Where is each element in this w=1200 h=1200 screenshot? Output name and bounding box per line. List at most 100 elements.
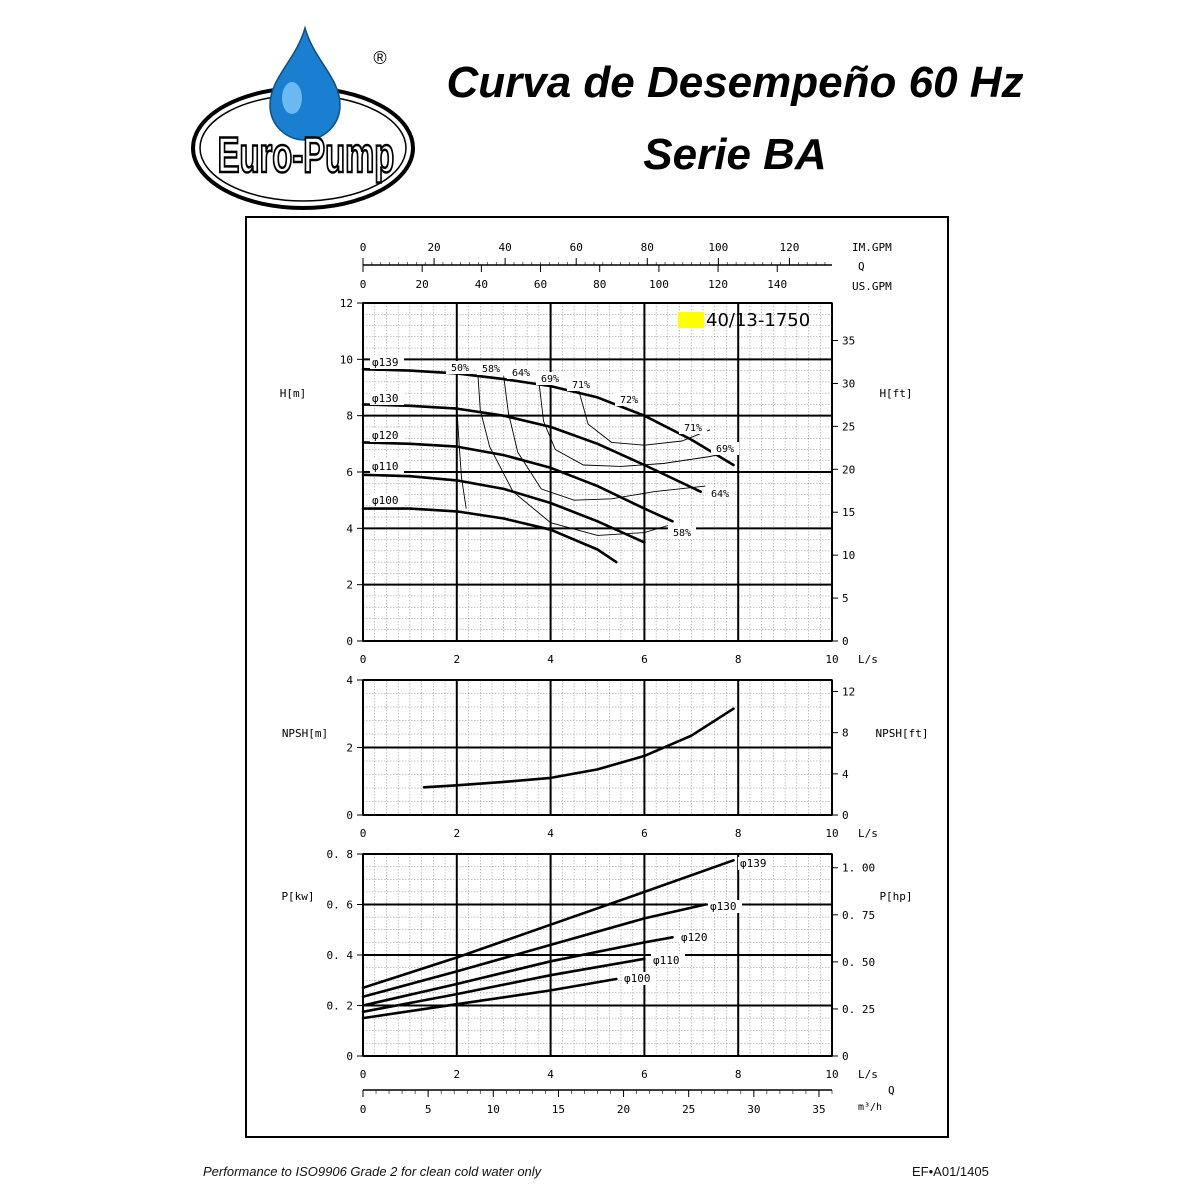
- label-bg: [679, 931, 713, 944]
- y-axis-label: H[m]: [280, 387, 307, 400]
- label-bg: [370, 391, 404, 405]
- x-tick-label: 0: [360, 827, 367, 840]
- m3h-tick-label: 30: [747, 1103, 760, 1116]
- y-tick-label: 0: [346, 635, 353, 648]
- label-bg: [477, 362, 505, 375]
- q-label-bottom: Q: [888, 1084, 895, 1097]
- series-line: [361, 935, 674, 1007]
- efficiency-label: 58%: [482, 364, 500, 375]
- y-tick-label: 6: [346, 466, 353, 479]
- series-line: [361, 403, 703, 494]
- y-axis-label: P[kw]: [281, 890, 314, 903]
- y2-tick-label: 0. 50: [842, 956, 875, 969]
- label-bg: [536, 372, 564, 385]
- y-tick-label: 4: [346, 674, 353, 687]
- m3h-tick-label: 35: [812, 1103, 825, 1116]
- x-tick-label: 8: [735, 653, 742, 666]
- efficiency-label: 69%: [541, 374, 559, 385]
- water-drop-icon: [269, 25, 341, 141]
- series-line: [361, 441, 674, 523]
- x-tick-label: 10: [825, 1068, 838, 1081]
- y2-tick-label: 5: [842, 592, 849, 605]
- diameter-label: φ139: [372, 356, 399, 369]
- y-tick-label: 8: [346, 410, 353, 423]
- x-tick-label: 8: [735, 827, 742, 840]
- series-line: [361, 473, 646, 544]
- label-bg: [738, 857, 772, 870]
- label-bg: [668, 526, 696, 539]
- x-tick-label: 10: [825, 827, 838, 840]
- efficiency-label: 72%: [620, 395, 638, 406]
- efficiency-curve: [578, 390, 711, 446]
- label-bg: [708, 900, 742, 913]
- x-axis-label: L/s: [858, 827, 878, 840]
- us-gpm-tick-label: 140: [767, 278, 787, 291]
- y-tick-label: 0: [346, 809, 353, 822]
- m3h-tick-label: 10: [487, 1103, 500, 1116]
- x-tick-label: 8: [735, 1068, 742, 1081]
- y2-tick-label: 4: [842, 768, 849, 781]
- chart-frame: [245, 216, 949, 1138]
- power-series-label: φ110: [653, 954, 680, 967]
- efficiency-curve: [477, 374, 669, 536]
- us-gpm-tick-label: 100: [649, 278, 669, 291]
- q-label: Q: [858, 260, 865, 273]
- model-label: 40/13-1750: [706, 310, 810, 331]
- label-bg: [679, 421, 707, 434]
- x-tick-label: 2: [453, 653, 460, 666]
- y2-tick-label: 35: [842, 335, 855, 348]
- label-bg: [370, 428, 404, 442]
- efficiency-label: 71%: [572, 380, 590, 391]
- series-line: [361, 367, 735, 467]
- label-bg: [706, 487, 734, 500]
- im-gpm-tick-label: 60: [570, 241, 583, 254]
- x-tick-label: 6: [641, 827, 648, 840]
- y2-tick-label: 20: [842, 463, 855, 476]
- y2-tick-label: 25: [842, 420, 855, 433]
- label-bg: [370, 493, 404, 507]
- registered-mark: ®: [373, 48, 386, 68]
- x-tick-label: 0: [360, 653, 367, 666]
- series-line: [361, 858, 735, 990]
- y2-axis-label: P[hp]: [879, 890, 912, 903]
- y-tick-label: 10: [340, 353, 353, 366]
- y2-tick-label: 0: [842, 635, 849, 648]
- y-tick-label: 0: [346, 1050, 353, 1063]
- x-tick-label: 4: [547, 827, 554, 840]
- us-gpm-tick-label: 80: [593, 278, 606, 291]
- chart-title: Curva de Desempeño 60 Hz: [446, 58, 1024, 107]
- m3h-tick-label: 0: [360, 1103, 367, 1116]
- y-tick-label: 12: [340, 297, 353, 310]
- power-series-label: φ139: [740, 857, 767, 870]
- y2-axis-label: H[ft]: [879, 387, 912, 400]
- y2-tick-label: 0: [842, 1050, 849, 1063]
- series-line: [361, 507, 618, 564]
- us-gpm-tick-label: 120: [708, 278, 728, 291]
- label-bg: [370, 355, 404, 369]
- efficiency-curve: [538, 381, 729, 467]
- y-tick-label: 0. 8: [327, 848, 354, 861]
- label-bg: [507, 366, 535, 379]
- us-gpm-tick-label: 40: [475, 278, 488, 291]
- series-line: [361, 977, 618, 1020]
- series-line: [361, 903, 707, 999]
- efficiency-curve: [503, 376, 706, 501]
- label-bg: [711, 442, 739, 455]
- footer-note: Performance to ISO9906 Grade 2 for clean…: [203, 1164, 542, 1179]
- y2-tick-label: 10: [842, 549, 855, 562]
- y2-tick-label: 1. 00: [842, 862, 875, 875]
- diameter-label: φ130: [372, 392, 399, 405]
- efficiency-label: 58%: [673, 528, 691, 539]
- diameter-label: φ120: [372, 429, 399, 442]
- y-axis-label: NPSH[m]: [282, 727, 328, 740]
- logo-text: Euro-Pump: [218, 127, 395, 183]
- m3h-unit-label: m³/h: [858, 1102, 882, 1113]
- x-axis-label: L/s: [858, 1068, 878, 1081]
- chart-subtitle: Serie BA: [643, 130, 827, 179]
- y2-tick-label: 0: [842, 809, 849, 822]
- x-tick-label: 4: [547, 653, 554, 666]
- us-gpm-tick-label: 60: [534, 278, 547, 291]
- y2-axis-label: NPSH[ft]: [876, 727, 929, 740]
- euro-pump-logo: Euro-Pump ®: [191, 25, 415, 210]
